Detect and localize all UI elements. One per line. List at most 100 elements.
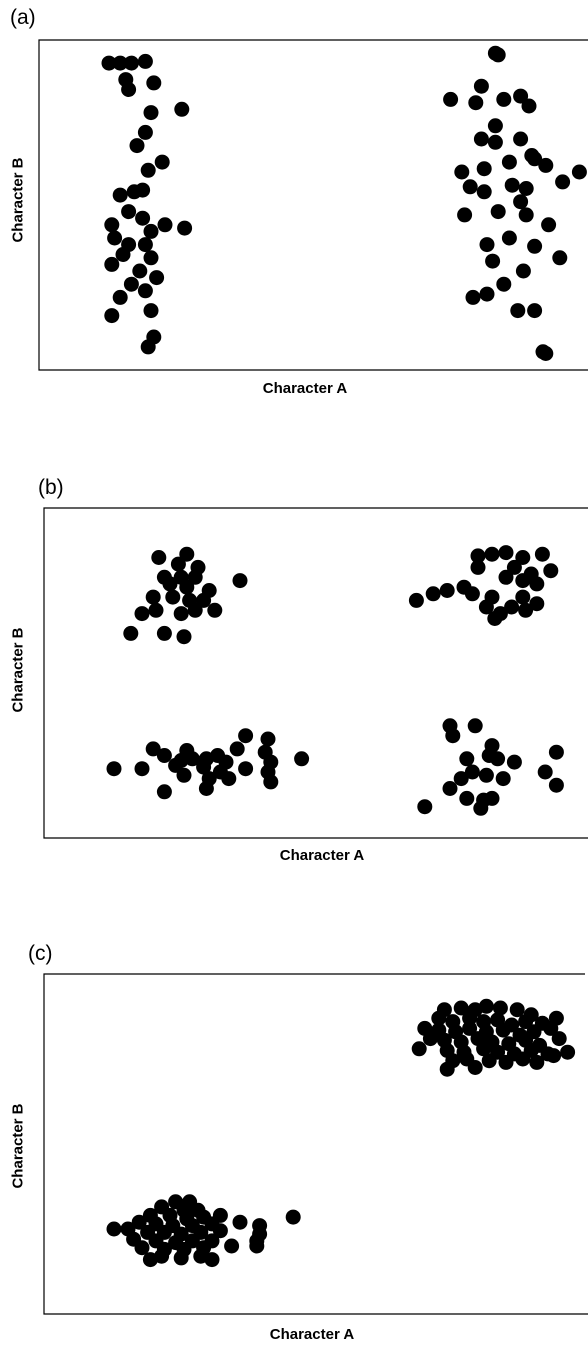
- scatter-point: [157, 217, 173, 233]
- scatter-point: [294, 751, 310, 767]
- scatter-point: [527, 151, 543, 167]
- scatter-point: [115, 247, 131, 262]
- scatter-point: [145, 589, 161, 605]
- panel-label: (a): [10, 6, 36, 29]
- scatter-point: [492, 1000, 508, 1016]
- scatter-point: [143, 303, 159, 319]
- scatter-point: [140, 339, 156, 355]
- scatter-point: [212, 1223, 228, 1239]
- scatter-point: [473, 131, 489, 147]
- scatter-point: [537, 764, 553, 780]
- scatter-point: [131, 1214, 147, 1230]
- scatter-point: [515, 589, 531, 605]
- scatter-point: [442, 781, 458, 796]
- scatter-point: [495, 771, 511, 787]
- scatter-point: [513, 194, 529, 210]
- scatter-point: [260, 731, 276, 747]
- scatter-point: [187, 569, 203, 585]
- scatter-point: [551, 1031, 567, 1047]
- scatter-point: [464, 764, 480, 780]
- scatter-point: [149, 270, 165, 286]
- scatter-point: [543, 1020, 559, 1036]
- scatter-point: [473, 78, 489, 94]
- scatter-point: [538, 157, 554, 173]
- scatter-point: [135, 182, 151, 198]
- scatter-point: [238, 761, 254, 777]
- scatter-point: [478, 998, 494, 1014]
- scatter-point: [112, 55, 128, 71]
- scatter-point: [487, 611, 503, 626]
- scatter-point: [422, 1031, 438, 1047]
- scatter-point: [443, 91, 459, 107]
- scatter-point: [534, 546, 550, 562]
- scatter-point: [187, 602, 203, 618]
- scatter-point: [552, 250, 568, 266]
- scatter-point: [487, 134, 503, 150]
- scatter-point: [518, 1014, 534, 1030]
- scatter-point: [132, 263, 148, 279]
- scatter-point: [476, 1041, 492, 1057]
- scatter-point: [112, 289, 128, 305]
- scatter-point: [548, 777, 564, 793]
- panel-label: (c): [28, 942, 53, 965]
- scatter-point: [496, 91, 512, 107]
- scatter-point: [174, 101, 190, 117]
- scatter-plot: [43, 507, 588, 839]
- scatter-point: [518, 181, 534, 196]
- scatter-point: [513, 88, 529, 104]
- scatter-point: [453, 1000, 469, 1016]
- scatter-point: [527, 303, 543, 319]
- scatter-point: [509, 1002, 525, 1018]
- scatter-point: [156, 784, 172, 800]
- scatter-point: [173, 1250, 189, 1266]
- scatter-point: [538, 346, 554, 361]
- scatter-point: [101, 55, 117, 71]
- scatter-point: [196, 759, 212, 775]
- scatter-point: [439, 583, 455, 598]
- scatter-point: [462, 179, 478, 195]
- scatter-point: [179, 546, 195, 562]
- scatter-point: [168, 757, 184, 773]
- scatter-point: [154, 154, 170, 170]
- scatter-point: [478, 767, 494, 783]
- scatter-point: [137, 124, 153, 140]
- scatter-point: [467, 718, 483, 734]
- scatter-point: [123, 625, 139, 641]
- scatter-point: [229, 741, 245, 757]
- scatter-point: [504, 177, 520, 193]
- scatter-point: [146, 75, 162, 91]
- scatter-point: [478, 599, 494, 615]
- scatter-point: [148, 602, 164, 618]
- scatter-point: [137, 53, 153, 69]
- scatter-point: [176, 767, 192, 783]
- scatter-point: [501, 230, 517, 246]
- scatter-point: [487, 118, 503, 134]
- scatter-point: [498, 569, 514, 585]
- scatter-point: [453, 771, 469, 787]
- scatter-point: [560, 1044, 576, 1060]
- scatter-point: [238, 728, 254, 744]
- scatter-point: [156, 625, 172, 641]
- x-axis-label: Character A: [262, 380, 348, 397]
- scatter-point: [501, 154, 517, 170]
- panel-a: (a) Character B Character A: [0, 0, 588, 400]
- scatter-point: [156, 748, 172, 763]
- scatter-point: [485, 253, 501, 269]
- scatter-point: [484, 546, 500, 562]
- scatter-plot: [43, 973, 588, 1315]
- scatter-point: [112, 187, 128, 203]
- scatter-point: [459, 790, 475, 806]
- scatter-point: [473, 800, 489, 816]
- scatter-point: [143, 223, 159, 239]
- scatter-point: [134, 1240, 150, 1256]
- scatter-point: [468, 95, 484, 111]
- scatter-point: [285, 1209, 301, 1225]
- scatter-point: [204, 1252, 220, 1268]
- scatter-point: [459, 751, 475, 767]
- scatter-point: [467, 1060, 483, 1075]
- scatter-point: [232, 1214, 248, 1230]
- scatter-point: [142, 1252, 158, 1268]
- plot-frame: [38, 39, 588, 371]
- scatter-point: [232, 573, 248, 589]
- scatter-point: [462, 1020, 478, 1036]
